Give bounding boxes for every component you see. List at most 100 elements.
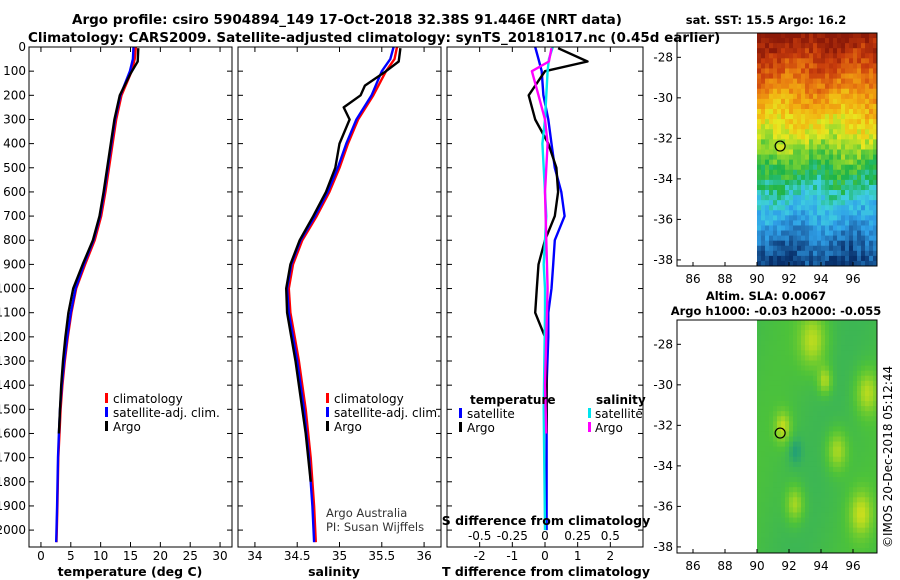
sla-cell <box>833 517 838 524</box>
sst-cell <box>793 48 798 54</box>
salinity-xtick-label: 36 <box>416 549 431 563</box>
sst-cell <box>861 134 866 140</box>
sst-cell <box>801 88 806 95</box>
sst-cell <box>801 195 806 201</box>
sla-cell <box>857 547 862 554</box>
sla-cell <box>785 482 790 488</box>
depth-tick-label: 1100 <box>0 306 26 320</box>
sla-cell <box>833 492 838 498</box>
sla-cell <box>853 411 858 417</box>
sst-cell <box>837 33 842 39</box>
sst-cell <box>865 134 870 140</box>
sst-cell <box>869 114 874 120</box>
sst-cell <box>857 83 862 90</box>
sst-cell <box>801 53 806 59</box>
sla-cell <box>793 542 798 549</box>
sst-cell <box>765 240 770 247</box>
sst-cell <box>845 255 850 262</box>
sla-cell <box>781 345 786 351</box>
sst-cell <box>825 159 830 166</box>
sla-cell <box>873 375 878 382</box>
sst-cell <box>813 200 818 206</box>
sst-cell <box>805 260 810 267</box>
sst-cell <box>817 78 822 85</box>
sst-cell <box>765 255 770 262</box>
sst-cell <box>837 73 842 79</box>
sst-cell <box>761 240 766 247</box>
sla-cell <box>793 456 798 463</box>
sla-cell <box>861 487 866 493</box>
sst-cell <box>833 88 838 95</box>
sst-cell <box>801 174 806 181</box>
sst-cell <box>869 154 874 161</box>
sla-cell <box>845 461 850 468</box>
sla-cell <box>781 537 786 544</box>
sla-cell <box>781 411 786 417</box>
sla-cell <box>865 365 870 372</box>
sst-cell <box>837 108 842 115</box>
sla-cell <box>845 436 850 442</box>
sst-cell <box>797 33 802 39</box>
sla-cell <box>813 330 818 336</box>
sst-cell <box>873 184 878 191</box>
sst-cell <box>841 200 846 206</box>
sst-cell <box>841 144 846 150</box>
sst-cell <box>829 38 834 44</box>
sla-cell <box>865 456 870 463</box>
sst-cell <box>813 103 818 110</box>
sla-cell <box>833 395 838 402</box>
sla-cell <box>825 547 830 554</box>
sla-cell <box>845 401 850 407</box>
sst-cell <box>849 88 854 95</box>
sst-cell <box>765 68 770 74</box>
sst-cell <box>873 179 878 186</box>
sla-cell <box>809 375 814 382</box>
sst-cell <box>845 119 850 125</box>
sla-cell <box>825 456 830 463</box>
sla-cell <box>837 512 842 518</box>
sst-cell <box>761 83 766 90</box>
sst-cell <box>853 53 858 59</box>
sst-cell <box>765 154 770 161</box>
sst-cell <box>773 230 778 237</box>
sst-cell <box>765 220 770 226</box>
sst-cell <box>817 124 822 130</box>
sla-cell <box>793 345 798 351</box>
sla-cell <box>809 330 814 336</box>
sla-cell <box>797 542 802 549</box>
sla-cell <box>873 350 878 356</box>
sla-cell <box>857 471 862 478</box>
sla-cell <box>761 426 766 432</box>
sst-cell <box>793 220 798 226</box>
sst-cell <box>757 235 762 242</box>
sst-cell <box>829 53 834 59</box>
sla-cell <box>785 360 790 366</box>
sla-cell <box>765 421 770 427</box>
sst-cell <box>809 108 814 115</box>
sst-cell <box>805 195 810 201</box>
sla-cell <box>797 360 802 366</box>
sst-cell <box>781 129 786 135</box>
sst-cell <box>801 200 806 206</box>
sst-cell <box>797 68 802 74</box>
sst-cell <box>789 200 794 206</box>
sla-cell <box>769 421 774 427</box>
sla-cell <box>821 517 826 524</box>
sst-cell <box>817 250 822 257</box>
sst-cell <box>813 225 818 231</box>
sst-cell <box>861 235 866 242</box>
sla-cell <box>781 466 786 473</box>
sla-cell <box>801 522 806 529</box>
sst-cell <box>841 215 846 221</box>
sla-cell <box>797 421 802 427</box>
sst-cell <box>813 93 818 100</box>
salinity-ticks: 34 34.5 35 35.5 36 <box>238 46 441 563</box>
sst-cell <box>813 260 818 267</box>
sla-cell <box>809 482 814 488</box>
sla-cell <box>873 451 878 458</box>
sla-cell <box>841 461 846 468</box>
sst-cell <box>849 48 854 54</box>
sla-cell <box>757 365 762 372</box>
sst-cell <box>821 103 826 110</box>
sla-cell <box>797 446 802 453</box>
